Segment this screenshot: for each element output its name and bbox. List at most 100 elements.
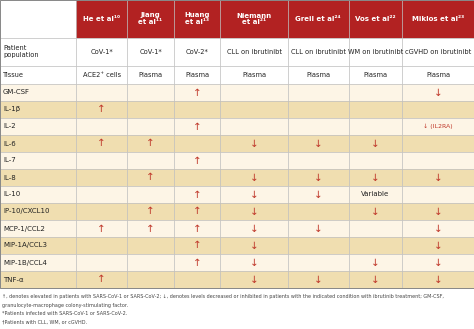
Bar [127,254,174,271]
Text: CLL on ibrutinibt: CLL on ibrutinibt [227,49,282,55]
Bar [127,84,174,101]
Text: ↑: ↑ [97,105,106,114]
Bar [348,271,402,288]
Text: ↓: ↓ [434,172,443,183]
Text: ↓: ↓ [371,274,380,285]
Bar [76,271,127,288]
Bar [220,254,288,271]
Text: ↑: ↑ [146,207,155,216]
Text: Plasma: Plasma [364,72,388,78]
Bar [288,186,348,203]
Bar [402,84,474,101]
Bar [348,203,402,220]
Text: ↓: ↓ [371,172,380,183]
Bar [127,152,174,169]
Text: ↓: ↓ [371,207,380,216]
Bar [402,203,474,220]
Bar [220,152,288,169]
Text: ↓: ↓ [371,139,380,148]
Text: CLL on ibrutinibt: CLL on ibrutinibt [291,49,346,55]
Bar [0,118,76,135]
Bar [220,237,288,254]
Bar [0,0,76,38]
Bar [0,271,76,288]
Text: *Patients infected with SARS-CoV-1 or SARS-CoV-2.: *Patients infected with SARS-CoV-1 or SA… [2,311,127,316]
Text: IL-10: IL-10 [3,191,20,197]
Bar [127,203,174,220]
Bar [174,254,220,271]
Text: Vos et al²²: Vos et al²² [355,16,396,22]
Bar [220,84,288,101]
Text: ↑: ↑ [146,172,155,183]
Text: CoV-2*: CoV-2* [186,49,209,55]
Bar [348,38,402,66]
Text: MIP-1B/CCL4: MIP-1B/CCL4 [3,260,47,266]
Text: Patient
population: Patient population [3,45,38,59]
Text: MIP-1A/CCL3: MIP-1A/CCL3 [3,242,47,248]
Text: †Patients with CLL, WM, or cGVHD.: †Patients with CLL, WM, or cGVHD. [2,319,87,324]
Bar [127,0,174,38]
Text: IL-8: IL-8 [3,174,16,181]
Bar [220,0,288,38]
Text: ↓: ↓ [250,172,258,183]
Text: ↑: ↑ [193,240,201,250]
Bar [174,152,220,169]
Text: Huang
et al¹³: Huang et al¹³ [184,13,210,26]
Text: ACE2⁺ cells: ACE2⁺ cells [82,72,121,78]
Bar [348,66,402,84]
Bar [76,0,127,38]
Text: ↓: ↓ [250,223,258,234]
Bar [0,84,76,101]
Bar [402,66,474,84]
Text: CoV-1*: CoV-1* [139,49,162,55]
Text: ↓: ↓ [371,258,380,267]
Text: ↓: ↓ [314,139,322,148]
Text: Jiang
et al¹¹: Jiang et al¹¹ [138,13,163,26]
Bar [127,220,174,237]
Bar [76,186,127,203]
Text: Plasma: Plasma [138,72,163,78]
Bar [402,135,474,152]
Bar [288,66,348,84]
Bar [127,135,174,152]
Bar [288,237,348,254]
Bar [76,38,127,66]
Bar [288,84,348,101]
Bar [174,66,220,84]
Text: IP-10/CXCL10: IP-10/CXCL10 [3,209,49,215]
Bar [127,66,174,84]
Bar [174,38,220,66]
Bar [174,135,220,152]
Text: ↓: ↓ [434,88,443,97]
Bar [402,169,474,186]
Bar [220,135,288,152]
Text: IL-7: IL-7 [3,158,16,164]
Text: ↑: ↑ [97,274,106,285]
Text: Greil et al²⁴: Greil et al²⁴ [295,16,341,22]
Bar [288,0,348,38]
Bar [288,271,348,288]
Bar [220,220,288,237]
Bar [288,254,348,271]
Text: ↓: ↓ [250,139,258,148]
Bar [402,254,474,271]
Text: MCP-1/CCL2: MCP-1/CCL2 [3,225,45,232]
Bar [174,169,220,186]
Bar [348,118,402,135]
Bar [174,220,220,237]
Bar [127,186,174,203]
Bar [348,0,402,38]
Text: ↓: ↓ [434,240,443,250]
Text: WM on ibrutinibt: WM on ibrutinibt [348,49,403,55]
Text: IL-2: IL-2 [3,123,16,130]
Text: ↑: ↑ [193,207,201,216]
Bar [76,237,127,254]
Bar [76,101,127,118]
Text: ↑: ↑ [97,139,106,148]
Bar [220,186,288,203]
Text: ↑: ↑ [193,88,201,97]
Text: ↓: ↓ [314,190,322,199]
Text: IL-1β: IL-1β [3,107,20,113]
Bar [0,152,76,169]
Text: ↓ (IL2RA): ↓ (IL2RA) [423,124,453,129]
